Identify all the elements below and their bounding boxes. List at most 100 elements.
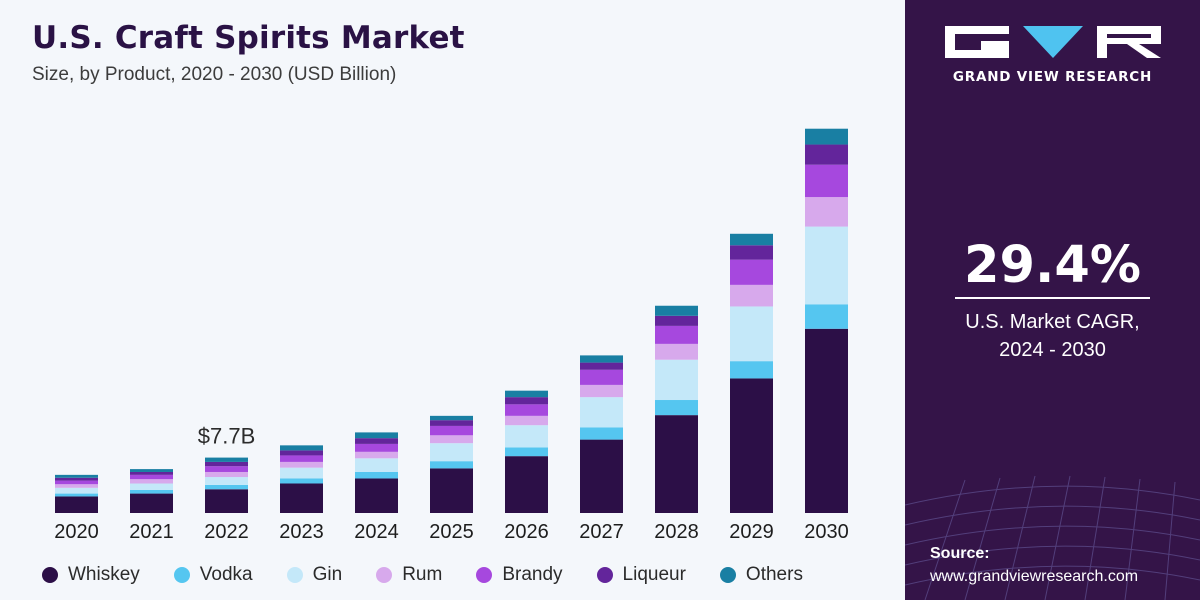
x-tick-label: 2030	[804, 521, 849, 543]
legend-label: Vodka	[199, 564, 253, 585]
bar-rum-2026	[505, 415, 548, 426]
bar-vodka-2023	[280, 478, 323, 484]
x-tick-label: 2020	[54, 521, 99, 543]
bar-vodka-2029	[730, 361, 773, 379]
bar-brandy-2023	[280, 455, 323, 462]
bar-vodka-2026	[505, 447, 548, 457]
cagr-divider	[955, 297, 1150, 299]
bar-others-2020	[55, 474, 98, 478]
legend-item-brandy: Brandy	[476, 564, 563, 586]
bar-gin-2027	[580, 397, 623, 428]
x-tick-label: 2026	[504, 521, 549, 543]
chart-subtitle: Size, by Product, 2020 - 2030 (USD Billi…	[32, 64, 397, 85]
bar-liqueur-2024	[355, 438, 398, 444]
stacked-bar-chart: 2020 2021 2022 $7.7B 2023 2024 2025 2026 2027 202…	[54, 128, 849, 543]
legend-label: Liqueur	[622, 564, 686, 585]
bar-vodka-2028	[655, 400, 698, 416]
source-title: Source:	[930, 545, 990, 562]
bar-rum-2029	[730, 284, 773, 307]
bar-others-2026	[505, 390, 548, 398]
bar-whiskey-2026	[505, 456, 548, 513]
legend-swatch	[286, 567, 303, 583]
bar-brandy-2024	[355, 443, 398, 452]
chart-legend: Whiskey Vodka Gin Rum Brandy Liqueur Others	[42, 562, 837, 588]
bar-brandy-2025	[430, 425, 473, 436]
grand-view-research-logo	[945, 26, 1161, 58]
bar-vodka-2021	[130, 489, 173, 494]
x-tick-label: 2021	[129, 521, 174, 543]
bar-liqueur-2022	[205, 461, 248, 467]
bar-whiskey-2022	[205, 489, 248, 513]
legend-label: Brandy	[502, 564, 563, 585]
bar-others-2025	[430, 415, 473, 421]
bar-gin-2020	[55, 487, 98, 494]
bar-rum-2021	[130, 479, 173, 484]
bar-gin-2022	[205, 477, 248, 485]
legend-label: Rum	[402, 564, 443, 585]
bar-gin-2030	[805, 226, 848, 305]
x-tick-label: 2027	[579, 521, 624, 543]
legend-item-rum: Rum	[376, 564, 442, 586]
bar-others-2028	[655, 305, 698, 316]
bar-vodka-2027	[580, 427, 623, 440]
legend-swatch	[173, 567, 190, 583]
legend-swatch	[719, 567, 736, 583]
bar-whiskey-2024	[355, 478, 398, 513]
cagr-period: 2024 - 2030	[999, 339, 1106, 361]
brand-sidebar: GRAND VIEW RESEARCH 29.4% U.S. Market CA…	[905, 0, 1200, 600]
bar-vodka-2022	[205, 484, 248, 490]
legend-swatch	[596, 567, 613, 583]
bar-whiskey-2025	[430, 468, 473, 513]
x-tick-label: 2029	[729, 521, 774, 543]
bar-liqueur-2026	[505, 397, 548, 405]
chart-title: U.S. Craft Spirits Market	[32, 20, 465, 56]
bar-others-2023	[280, 445, 323, 451]
legend-item-gin: Gin	[286, 564, 343, 586]
cagr-label-line: U.S. Market CAGR,	[965, 311, 1140, 333]
bar-vodka-2024	[355, 471, 398, 479]
x-tick-label: 2022	[204, 521, 249, 543]
cagr-label: U.S. Market CAGR, 2024 - 2030	[905, 308, 1200, 364]
bar-liqueur-2029	[730, 245, 773, 260]
bar-rum-2023	[280, 461, 323, 468]
bar-liqueur-2020	[55, 477, 98, 481]
x-tick-label: 2028	[654, 521, 699, 543]
bar-liqueur-2021	[130, 471, 173, 475]
bar-whiskey-2028	[655, 415, 698, 513]
bar-others-2030	[805, 128, 848, 145]
bar-brandy-2028	[655, 325, 698, 344]
bar-rum-2022	[205, 471, 248, 478]
bar-rum-2028	[655, 343, 698, 360]
source-link[interactable]: www.grandviewresearch.com	[930, 568, 1139, 585]
bar-whiskey-2029	[730, 378, 773, 513]
bar-rum-2030	[805, 197, 848, 227]
bar-brandy-2027	[580, 369, 623, 385]
bar-whiskey-2020	[55, 496, 98, 513]
legend-label: Gin	[312, 564, 343, 585]
bar-liqueur-2027	[580, 362, 623, 370]
bar-rum-2024	[355, 451, 398, 459]
bar-rum-2025	[430, 435, 473, 444]
decorative-grid-graphic	[905, 475, 1200, 600]
bar-brandy-2022	[205, 466, 248, 472]
legend-item-vodka: Vodka	[173, 564, 253, 586]
brand-name: GRAND VIEW RESEARCH	[952, 69, 1153, 85]
bar-liqueur-2025	[430, 420, 473, 426]
x-tick-label: 2025	[429, 521, 474, 543]
legend-item-liqueur: Liqueur	[596, 564, 686, 586]
bar-rum-2027	[580, 384, 623, 398]
chart-panel: U.S. Craft Spirits Market Size, by Produ…	[0, 0, 905, 600]
legend-item-whiskey: Whiskey	[42, 564, 140, 586]
bar-others-2021	[130, 469, 173, 472]
x-tick-label: 2023	[279, 521, 324, 543]
bar-whiskey-2030	[805, 328, 848, 513]
bar-gin-2025	[430, 443, 473, 462]
legend-item-others: Others	[719, 564, 803, 586]
bar-brandy-2029	[730, 259, 773, 285]
legend-label: Whiskey	[68, 564, 140, 585]
bar-gin-2024	[355, 458, 398, 472]
bar-whiskey-2023	[280, 483, 323, 513]
bar-vodka-2020	[55, 493, 98, 497]
bar-rum-2020	[55, 484, 98, 488]
bar-others-2027	[580, 355, 623, 363]
